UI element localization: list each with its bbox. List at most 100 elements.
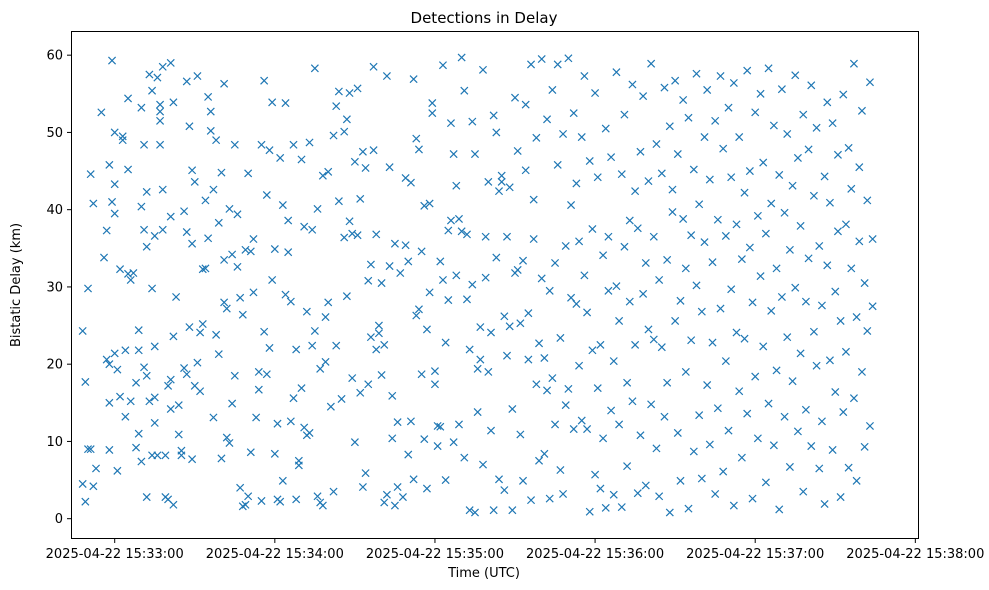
data-point xyxy=(324,298,333,307)
data-point xyxy=(508,506,517,515)
data-point xyxy=(220,255,229,264)
data-point xyxy=(705,440,714,449)
data-point xyxy=(374,321,383,330)
data-point xyxy=(246,448,255,457)
x-tick-label: 2025-04-22 15:37:00 xyxy=(686,547,824,562)
data-point xyxy=(86,170,95,179)
data-point xyxy=(137,202,146,211)
data-point xyxy=(284,248,293,257)
data-point xyxy=(86,445,95,454)
data-point xyxy=(452,271,461,280)
data-point xyxy=(868,235,877,244)
data-point xyxy=(470,508,480,517)
data-point xyxy=(276,153,285,162)
data-point xyxy=(735,133,744,142)
data-point xyxy=(788,181,797,190)
data-point xyxy=(759,342,768,351)
data-point xyxy=(369,146,378,155)
data-point xyxy=(687,336,696,345)
data-point xyxy=(572,299,581,308)
data-point xyxy=(302,307,311,316)
data-point xyxy=(142,242,151,251)
data-point xyxy=(166,58,175,67)
data-point xyxy=(166,375,175,384)
data-point xyxy=(377,370,386,380)
x-tick-label: 2025-04-22 15:35:00 xyxy=(366,547,504,562)
data-point xyxy=(214,218,223,227)
x-tick-label: 2025-04-22 15:36:00 xyxy=(526,547,664,562)
data-point xyxy=(332,102,341,111)
data-point xyxy=(220,298,229,307)
data-point xyxy=(366,333,375,342)
data-point xyxy=(665,122,674,131)
data-point xyxy=(815,241,824,251)
data-point xyxy=(641,481,650,490)
data-point xyxy=(390,501,399,510)
data-point xyxy=(212,136,221,145)
data-point xyxy=(697,474,706,483)
data-point xyxy=(518,476,528,485)
data-point xyxy=(430,367,439,376)
data-point xyxy=(807,442,816,451)
data-point xyxy=(812,123,821,132)
data-point xyxy=(583,425,592,434)
data-point xyxy=(420,435,429,444)
data-point xyxy=(657,169,666,178)
data-point xyxy=(777,85,786,94)
data-point xyxy=(164,381,173,390)
data-point xyxy=(372,345,381,354)
data-point xyxy=(599,251,608,260)
data-point xyxy=(569,109,578,118)
data-point xyxy=(687,231,696,240)
data-point xyxy=(473,408,482,417)
data-point xyxy=(278,201,287,210)
data-point xyxy=(286,417,295,426)
data-point xyxy=(545,286,554,295)
data-point xyxy=(193,358,202,367)
data-point xyxy=(145,397,154,406)
data-point xyxy=(679,214,688,223)
data-point xyxy=(310,326,319,335)
data-point xyxy=(665,508,674,517)
data-point xyxy=(108,56,117,65)
data-point xyxy=(612,68,621,77)
data-point xyxy=(676,476,685,485)
data-point xyxy=(828,445,837,454)
data-point xyxy=(449,438,458,447)
data-point xyxy=(625,216,634,225)
data-point xyxy=(524,309,533,318)
data-point xyxy=(505,322,514,331)
data-point xyxy=(729,501,738,510)
data-point xyxy=(158,185,167,194)
data-point xyxy=(310,64,319,73)
data-point xyxy=(222,433,231,442)
data-point xyxy=(228,250,237,259)
data-point xyxy=(105,360,114,369)
data-point xyxy=(492,128,501,137)
data-point xyxy=(305,138,314,147)
data-point xyxy=(185,323,194,332)
data-point xyxy=(831,287,840,296)
data-point xyxy=(481,232,490,241)
data-point xyxy=(839,408,848,417)
data-point xyxy=(313,204,322,213)
data-point xyxy=(532,380,541,389)
data-point xyxy=(623,378,632,387)
x-tick-label: 2025-04-22 15:33:00 xyxy=(46,547,184,562)
data-point xyxy=(732,328,741,337)
data-point xyxy=(801,297,810,306)
data-point xyxy=(841,347,850,356)
data-point xyxy=(612,282,621,291)
data-point xyxy=(516,319,525,328)
data-point xyxy=(639,289,648,298)
data-point xyxy=(481,273,490,282)
data-point xyxy=(689,165,698,174)
data-point xyxy=(438,275,447,285)
data-point xyxy=(177,446,186,455)
data-point xyxy=(329,131,338,140)
data-point xyxy=(510,93,520,102)
data-point xyxy=(169,500,178,509)
data-point xyxy=(788,377,797,386)
data-point xyxy=(300,222,309,231)
data-point xyxy=(502,232,512,241)
